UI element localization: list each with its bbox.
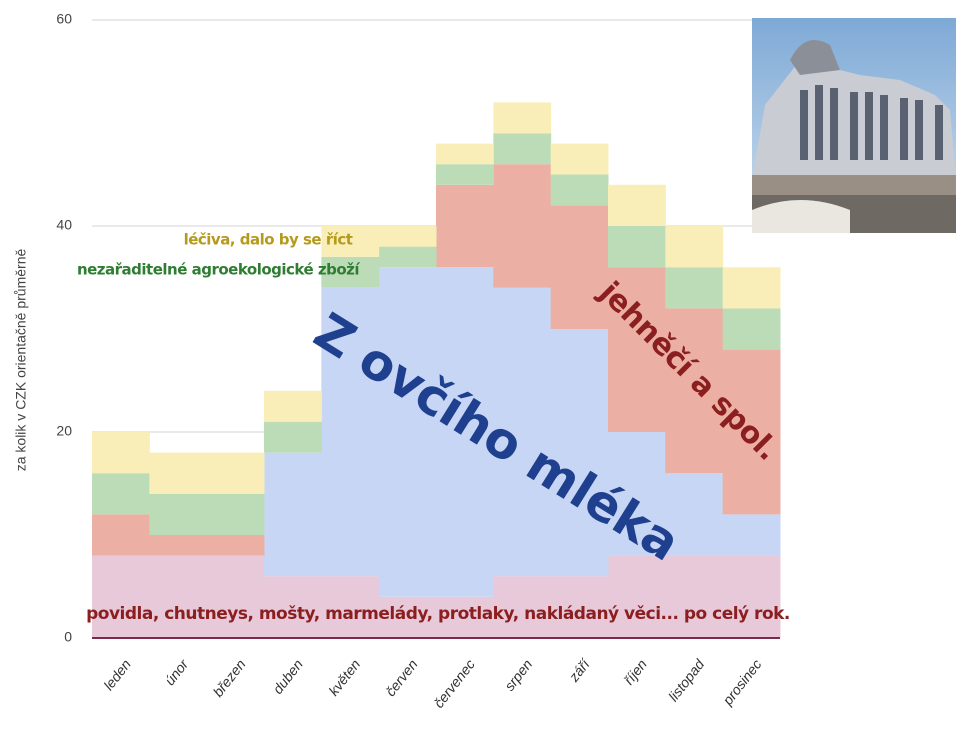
area-step — [436, 164, 494, 185]
area-step — [723, 308, 781, 349]
area-step — [379, 267, 437, 597]
x-tick-label: únor — [161, 655, 192, 688]
area-step — [665, 226, 723, 267]
area-step — [264, 453, 322, 577]
area-step — [379, 226, 437, 247]
area-step — [92, 473, 150, 514]
area-step — [493, 102, 551, 133]
area-step — [665, 267, 723, 308]
area-step — [436, 144, 494, 165]
y-tick-label: 40 — [56, 217, 72, 233]
y-tick-label: 20 — [56, 423, 72, 439]
area-step — [207, 556, 265, 638]
area-step — [723, 267, 781, 308]
area-step — [551, 175, 609, 206]
x-tick-label: srpen — [501, 656, 535, 694]
x-tick-label: duben — [269, 656, 306, 697]
y-axis-label: za kolik v CZK orientačně průměrně — [13, 249, 29, 472]
area-step — [264, 391, 322, 422]
area-step — [207, 535, 265, 556]
x-tick-label: listopad — [665, 655, 708, 704]
photo — [752, 18, 956, 233]
area-step — [608, 226, 666, 267]
area-step — [149, 494, 207, 535]
area-step — [149, 556, 207, 638]
x-tick-label: září — [565, 655, 594, 686]
x-tick-label: říjen — [621, 656, 651, 687]
area-step — [608, 185, 666, 226]
y-tick-label: 60 — [56, 11, 72, 27]
area-step — [723, 514, 781, 555]
area-step — [665, 556, 723, 638]
x-tick-label: červenec — [430, 656, 478, 711]
area-step — [551, 205, 609, 329]
y-tick-label: 0 — [64, 629, 72, 645]
x-tick-label: prosinec — [719, 656, 765, 708]
chart: 0 20 40 60 leden únor březen duben květen červenč… — [0, 0, 956, 743]
area-step — [723, 556, 781, 638]
page: {"chart_data": {"type": "stepped-stacked… — [0, 0, 956, 743]
series-label: nezařaditelné agroekologické zboží — [77, 261, 360, 279]
area-step — [207, 453, 265, 494]
series-label: povidla, chutneys, mošty, marmelády, pro… — [86, 604, 790, 624]
area-step — [493, 164, 551, 288]
series-label: léčiva, dalo by se říct — [184, 231, 353, 249]
area-step — [149, 453, 207, 494]
x-tick-label: květen — [325, 656, 363, 699]
area-step — [92, 514, 150, 555]
area-step — [149, 535, 207, 556]
area-step — [436, 185, 494, 267]
x-tick-label: leden — [100, 656, 134, 693]
x-tick-label: březen — [210, 656, 249, 700]
area-step — [207, 494, 265, 535]
area-step — [551, 144, 609, 175]
area-step — [264, 422, 322, 453]
area-step — [92, 432, 150, 473]
area-step — [379, 247, 437, 268]
x-tick-label: červen — [382, 656, 421, 699]
area-step — [92, 556, 150, 638]
area-step — [493, 133, 551, 164]
